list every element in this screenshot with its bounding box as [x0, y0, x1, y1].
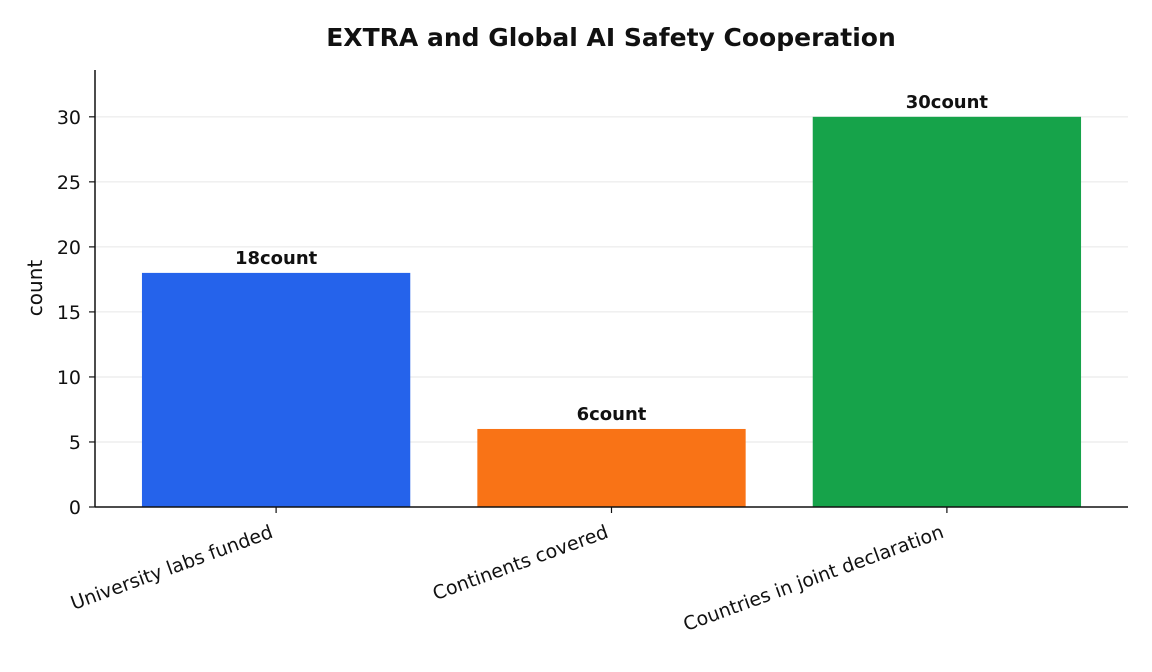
y-axis-label: count: [23, 260, 47, 317]
bar: [141, 272, 411, 507]
data-label: 30count: [906, 92, 989, 113]
y-tick-label: 0: [69, 497, 81, 519]
y-tick-label: 10: [57, 367, 81, 389]
y-tick-label: 30: [57, 107, 81, 129]
y-tick-label: 5: [69, 432, 81, 454]
x-tick-label: Continents covered: [430, 521, 611, 605]
chart-title: EXTRA and Global AI Safety Cooperation: [326, 23, 896, 52]
y-tick-label: 25: [57, 172, 81, 194]
x-tick-label: Countries in joint declaration: [680, 521, 946, 636]
bar: [477, 428, 746, 507]
bars: [141, 116, 1082, 508]
axes: [89, 70, 1128, 513]
data-label: 18count: [235, 248, 318, 269]
bar: [812, 116, 1082, 508]
x-tick-label: University labs funded: [68, 521, 276, 615]
y-tick-label: 20: [57, 237, 81, 259]
data-label: 6count: [577, 404, 647, 425]
y-tick-label: 15: [57, 302, 81, 324]
